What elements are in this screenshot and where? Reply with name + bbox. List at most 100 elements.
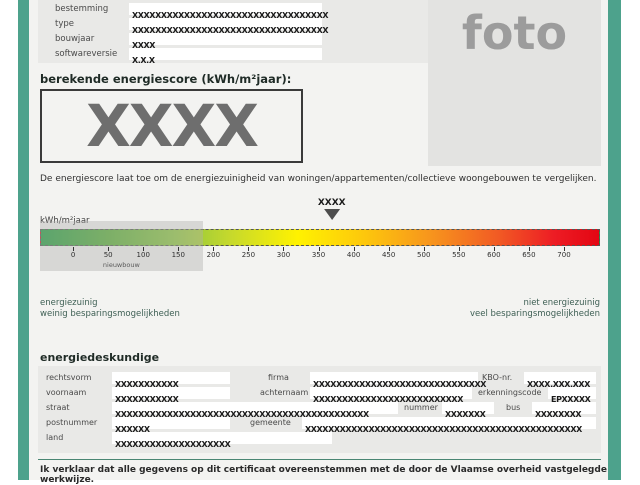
energy-score-description: De energiescore laat toe om de energiezu…: [40, 174, 597, 184]
tick-mark: [423, 247, 425, 251]
firma-value-box: XXXXXXXXXXXXXXXXXXXXXXXXXXXXXX: [310, 372, 486, 389]
tick-label: 200: [206, 251, 221, 259]
tick-label: 150: [171, 251, 185, 259]
tick-label: 550: [452, 251, 466, 259]
energy-score-box: XXXX: [40, 89, 303, 163]
achternaam-label: achternaam: [260, 388, 309, 397]
gemeente-value-box: XXXXXXXXXXXXXXXXXXXXXXXXXXXXXXXXXXXXXXXX…: [302, 417, 596, 434]
bouwjaar-value: XXXX: [132, 41, 156, 50]
certificate-body: bestemming XXXXXXXXXXXXXXXXXXXXXXXXXXXXX…: [29, 0, 608, 485]
softwareversie-label: softwareversie: [55, 49, 118, 59]
expert-details-panel: rechtsvorm XXXXXXXXXXX firma XXXXXXXXXXX…: [38, 366, 601, 453]
kbo-label: KBO-nr.: [482, 373, 513, 382]
tick-label: 350: [311, 251, 326, 259]
tick-mark: [563, 247, 565, 251]
rechtsvorm-value-box: XXXXXXXXXXX: [112, 372, 230, 389]
achternaam-value-box: XXXXXXXXXXXXXXXXXXXXXXXXXX: [310, 387, 472, 404]
straat-value-box: XXXXXXXXXXXXXXXXXXXXXXXXXXXXXXXXXXXXXXXX…: [112, 402, 398, 419]
caption-not-energy-efficient: niet energiezuinig veel besparingsmogeli…: [470, 298, 600, 321]
tick-mark: [73, 247, 75, 251]
gemeente-value: XXXXXXXXXXXXXXXXXXXXXXXXXXXXXXXXXXXXXXXX…: [305, 425, 582, 434]
voornaam-value: XXXXXXXXXXX: [115, 395, 179, 404]
expert-section-title: energiedeskundige: [40, 351, 160, 364]
energy-score-value: XXXX: [86, 92, 259, 160]
energy-score-gauge: XXXX kWh/m²jaar nieuwbouw 0 50 100 150 200 25…: [40, 198, 601, 288]
section-divider: [38, 459, 601, 460]
expert-row-2: voornaam XXXXXXXXXXX achternaam XXXXXXXX…: [38, 387, 601, 404]
bestemming-value: XXXXXXXXXXXXXXXXXXXXXXXXXXXXXXXXXX: [132, 11, 329, 20]
type-value-box: XXXXXXXXXXXXXXXXXXXXXXXXXXXXXXXXXX: [129, 18, 329, 35]
marker-arrow-icon: [323, 209, 340, 220]
nieuwbouw-zone: nieuwbouw: [40, 221, 203, 271]
expert-row-4: postnummer XXXXXX gemeente XXXXXXXXXXXXX…: [38, 417, 601, 434]
caption-left-line2: weinig besparingsmogelijkheden: [40, 309, 180, 320]
kbo-value: XXXX.XXX.XXX: [527, 380, 590, 389]
tick-mark: [493, 247, 495, 251]
tick-label: 400: [346, 251, 361, 259]
tick-mark: [353, 247, 355, 251]
achternaam-value: XXXXXXXXXXXXXXXXXXXXXXXXXX: [313, 395, 463, 404]
expert-row-1: rechtsvorm XXXXXXXXXXX firma XXXXXXXXXXX…: [38, 372, 601, 389]
caption-energy-efficient: energiezuinig weinig besparingsmogelijkh…: [40, 298, 180, 321]
tick-label: 100: [136, 251, 150, 259]
tick-label: 600: [487, 251, 501, 259]
tick-label: 450: [381, 251, 396, 259]
tick-mark: [388, 247, 390, 251]
tick-label: 300: [276, 251, 291, 259]
tick-mark: [283, 247, 285, 251]
right-border-stripe: [608, 0, 621, 480]
caption-left-line1: energiezuinig: [40, 298, 98, 308]
bestemming-label: bestemming: [55, 4, 109, 14]
expert-row-3: straat XXXXXXXXXXXXXXXXXXXXXXXXXXXXXXXXX…: [38, 402, 601, 419]
firma-label: firma: [268, 373, 289, 382]
postnummer-value: XXXXXX: [115, 425, 150, 434]
land-value-box: XXXXXXXXXXXXXXXXXXXX: [112, 432, 332, 449]
kbo-value-box: XXXX.XXX.XXX: [524, 372, 596, 389]
energy-score-title: berekende energiescore (kWh/m²jaar):: [40, 72, 292, 86]
tick-label: 50: [103, 251, 113, 259]
nummer-label: nummer: [404, 403, 438, 412]
bus-value: XXXXXXXX: [535, 410, 582, 419]
type-value: XXXXXXXXXXXXXXXXXXXXXXXXXXXXXXXXXX: [132, 26, 329, 35]
firma-value: XXXXXXXXXXXXXXXXXXXXXXXXXXXXXX: [313, 380, 487, 389]
tick-label: 250: [241, 251, 256, 259]
expert-row-5: land XXXXXXXXXXXXXXXXXXXX: [38, 432, 601, 449]
caption-right-line2: veel besparingsmogelijkheden: [469, 309, 600, 320]
postnummer-label: postnummer: [46, 418, 98, 427]
softwareversie-value: X.X.X: [132, 56, 155, 65]
nieuwbouw-zone-label: nieuwbouw: [102, 261, 140, 269]
straat-value: XXXXXXXXXXXXXXXXXXXXXXXXXXXXXXXXXXXXXXXX…: [115, 410, 369, 419]
gauge-gradient-bar: [40, 229, 600, 246]
bus-value-box: XXXXXXXX: [532, 402, 596, 419]
rechtsvorm-value: XXXXXXXXXXX: [115, 380, 179, 389]
bouwjaar-value-box: XXXX: [129, 33, 322, 50]
field-row-type: type XXXXXXXXXXXXXXXXXXXXXXXXXXXXXXXXXX: [55, 18, 595, 35]
erkenningscode-value-box: EPXXXXX: [548, 387, 596, 404]
declaration-text: Ik verklaar dat alle gegevens op dit cer…: [40, 465, 607, 485]
bus-label: bus: [506, 403, 521, 412]
land-value: XXXXXXXXXXXXXXXXXXXX: [115, 440, 231, 449]
gemeente-label: gemeente: [250, 418, 291, 427]
bouwjaar-label: bouwjaar: [55, 34, 95, 44]
left-border-stripe: [18, 0, 29, 480]
postnummer-value-box: XXXXXX: [112, 417, 230, 434]
tick-mark: [248, 247, 250, 251]
tick-mark: [143, 247, 145, 251]
tick-mark: [213, 247, 215, 251]
field-row-bouwjaar: bouwjaar XXXX: [55, 33, 595, 50]
caption-right-line1: niet energiezuinig: [523, 298, 600, 308]
erkenningscode-label: erkenningscode: [478, 388, 542, 397]
field-row-bestemming: bestemming XXXXXXXXXXXXXXXXXXXXXXXXXXXXX…: [55, 3, 595, 20]
tick-label: 0: [70, 251, 76, 259]
tick-mark: [458, 247, 460, 251]
tick-mark: [108, 247, 110, 251]
land-label: land: [46, 433, 64, 442]
voornaam-label: voornaam: [46, 388, 87, 397]
erkenningscode-value: EPXXXXX: [551, 395, 591, 404]
softwareversie-value-box: X.X.X: [129, 48, 322, 65]
tick-label: 700: [557, 251, 571, 259]
type-label: type: [55, 19, 74, 29]
tick-mark: [318, 247, 320, 251]
straat-label: straat: [46, 403, 70, 412]
